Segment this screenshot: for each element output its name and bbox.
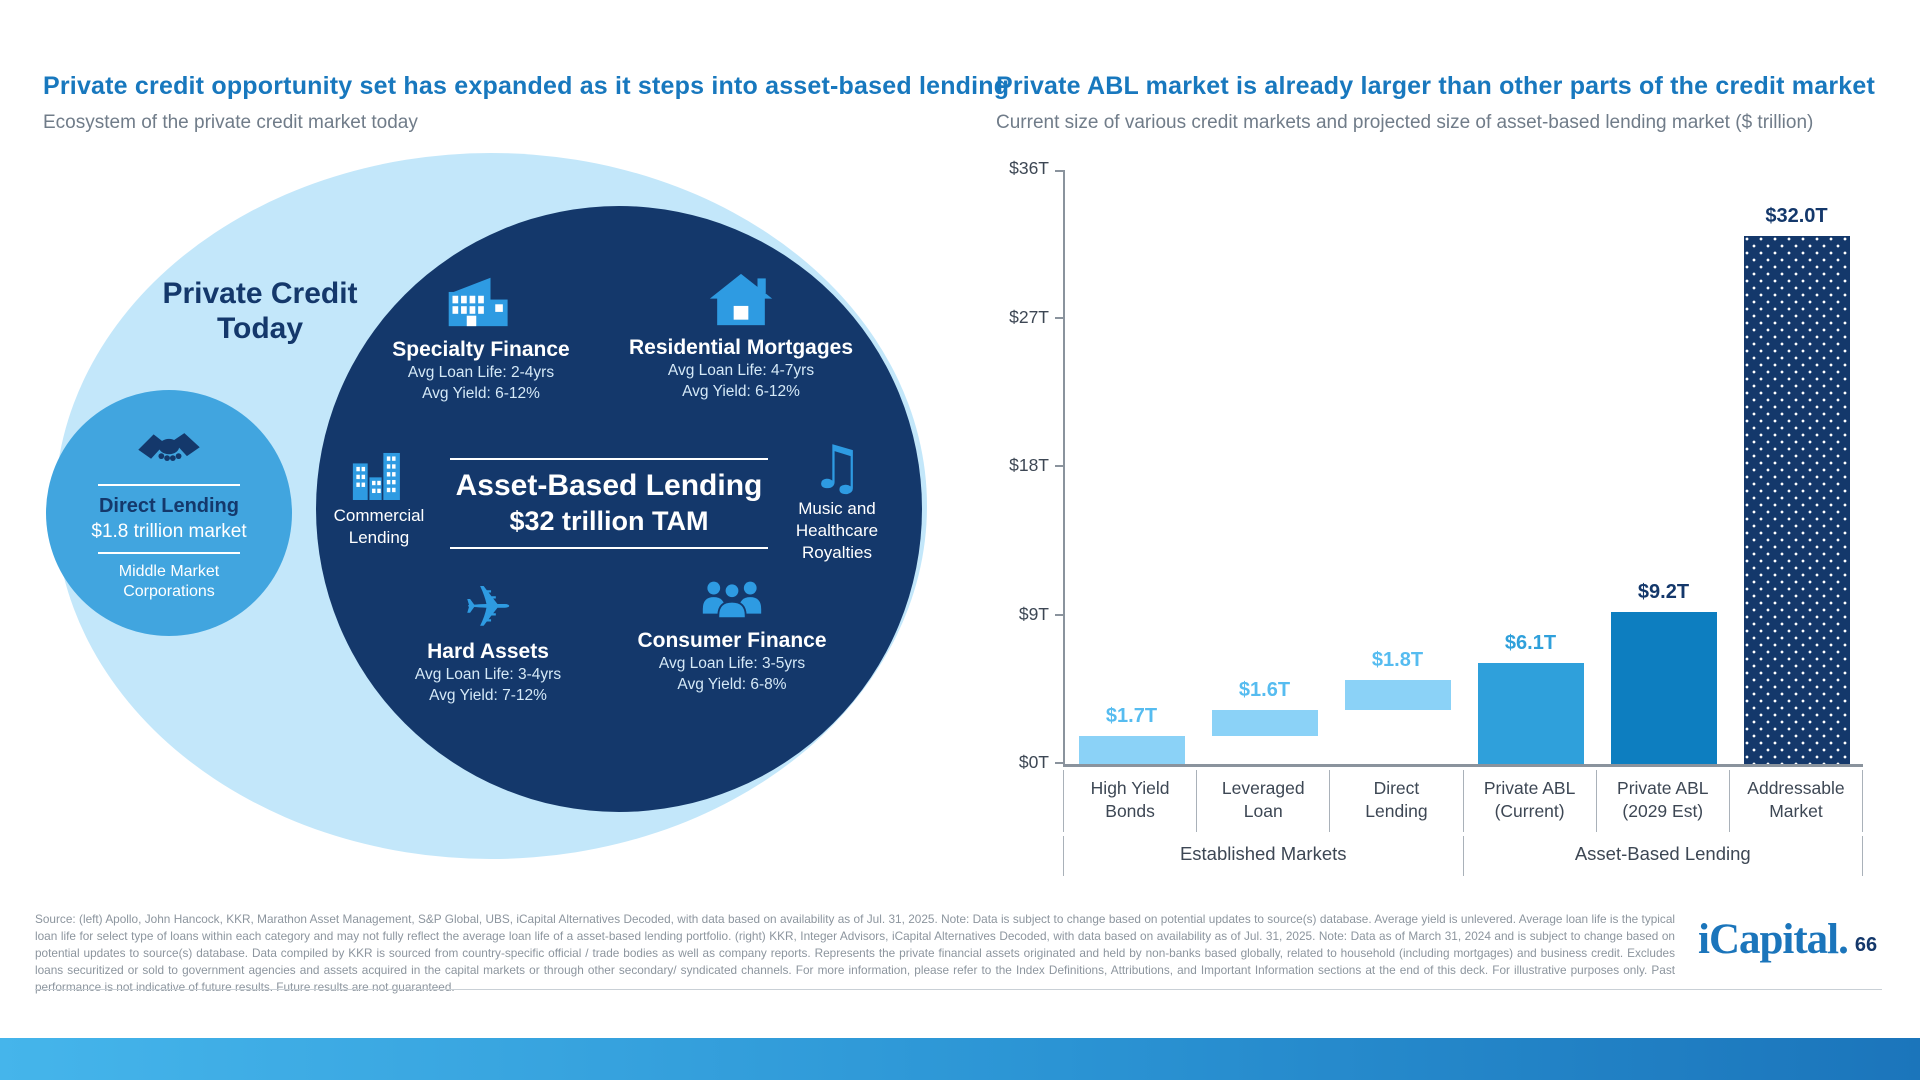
group-label: Asset-Based Lending [1464,836,1863,876]
segment-loan-life: Avg Loan Life: 2-4yrs [407,364,555,381]
brand-logo: iCapital. 66 [1698,918,1877,961]
icapital-logo: iCapital. [1698,916,1849,963]
segment-name-line1: Commercial [333,506,425,525]
y-axis-tick-label: $0T [1018,752,1049,772]
divider-line [450,547,768,549]
bar-value-label: $1.6T [1238,678,1291,701]
source-note: Source: (left) Apollo, John Hancock, KKR… [35,912,1675,994]
right-panel-title: Private ABL market is already larger tha… [996,72,1875,100]
category-label: Private ABL (2029 Est) [1597,770,1730,832]
segment-yield: Avg Yield: 6-12% [682,383,800,401]
divider-line [98,484,240,486]
category-label: Leveraged Loan [1197,770,1331,832]
abl-tam: $32 trillion TAM [509,506,709,536]
category-row: High Yield Bonds Leveraged Loan Direct Lendin… [1063,770,1864,832]
y-axis-tick-mark [1055,613,1065,616]
abl-core-block: Asset-Based Lending $32 trillion TAM [450,458,768,549]
segment-music-healthcare-royalties: ♫ Music and Healthcare Royalties [759,438,915,564]
bar-value-label: $6.1T [1504,632,1557,655]
category-label: Private ABL (Current) [1464,770,1597,832]
left-panel-subtitle: Ecosystem of the private credit market t… [43,112,418,133]
group-label: Established Markets [1063,836,1464,876]
divider-line [98,552,240,554]
bottom-accent-bar [0,1038,1920,1080]
y-axis-tick-label: $18T [1009,455,1049,475]
right-panel-subtitle: Current size of various credit markets a… [996,112,1814,133]
ecosystem-label: Private Credit Today [162,277,358,346]
bar-direct [1344,679,1451,710]
people-icon [701,581,763,624]
divider-line [450,458,768,460]
direct-lending-borrowers: Middle Market Corporations [118,563,220,600]
bar-value-label: $1.8T [1371,648,1424,671]
segment-hard-assets: ✈ Hard Assets Avg Loan Life: 3-4yrs Avg … [368,578,608,707]
category-label: Addressable Market [1730,770,1864,832]
segment-name-line2: Healthcare [795,521,879,541]
footer-divider [35,989,1882,990]
bar-value-label: $1.7T [1105,704,1158,727]
bar-leveraged [1211,709,1318,736]
segment-yield: Avg Yield: 6-12% [422,385,540,403]
y-axis-tick-label: $27T [1009,306,1049,327]
page-number: 66 [1854,934,1878,956]
bar-value-label: $9.2T [1637,581,1690,604]
bar-private-abl [1610,612,1717,764]
segment-yield: Avg Yield: 6-8% [677,676,787,694]
segment-loan-life: Avg Loan Life: 3-4yrs [414,666,562,683]
y-axis-tick-mark [1055,170,1065,172]
y-axis-tick-mark [1055,762,1065,764]
segment-name-line1: Music and [798,499,876,518]
segment-residential-mortgages: Residential Mortgages Avg Loan Life: 4-7… [616,272,866,403]
segment-commercial-lending: Commercial Lending [316,446,442,549]
asset-based-lending-circle: Specialty Finance Avg Loan Life: 2-4yrs … [316,206,922,812]
factory-icon [443,277,519,333]
house-icon [708,273,774,331]
group-row: Established Markets Asset-Based Lending [1063,836,1863,876]
segment-loan-life: Avg Loan Life: 4-7yrs [667,362,815,379]
left-panel-title: Private credit opportunity set has expan… [43,72,1010,100]
direct-lending-size: $1.8 trillion market [91,521,247,542]
direct-lending-title: Direct Lending [98,495,239,517]
direct-lending-circle: Direct Lending $1.8 trillion market Midd… [46,390,292,636]
y-axis-tick-mark [1055,316,1065,319]
category-label: Direct Lending [1330,770,1464,832]
segment-loan-life: Avg Loan Life: 3-5yrs [658,655,806,672]
airplane-icon: ✈ [463,573,513,641]
bar-private-abl [1477,663,1584,764]
segment-yield: Avg Yield: 7-12% [429,687,547,705]
chart-plot: $0T $9T $18T $27T $36T $1.7T $1.6T $1.8T $6.1T $9… [1009,158,1863,772]
segment-name: Consumer Finance [637,629,827,652]
bar-addressable [1743,236,1850,764]
y-axis-tick-mark [1055,465,1065,467]
category-label: High Yield Bonds [1063,770,1198,832]
segment-name: Residential Mortgages [628,336,854,359]
segment-name: Hard Assets [427,640,549,663]
buildings-icon [351,452,407,504]
segment-name-line2: Lending [348,528,410,548]
segment-specialty-finance: Specialty Finance Avg Loan Life: 2-4yrs … [356,272,606,405]
y-axis-tick-label: $36T [1009,158,1049,178]
bar-high-yield [1078,735,1185,764]
segment-name-line3: Royalties [802,543,872,563]
segment-consumer-finance: Consumer Finance Avg Loan Life: 3-5yrs A… [612,578,852,696]
segment-name: Specialty Finance [392,338,570,361]
abl-title: Asset-Based Lending [455,469,763,502]
music-note-icon: ♫ [810,433,864,503]
bar-value-label: $32.0T [1765,205,1828,227]
handshake-icon [137,428,201,484]
y-axis-tick-label: $9T [1018,603,1049,624]
